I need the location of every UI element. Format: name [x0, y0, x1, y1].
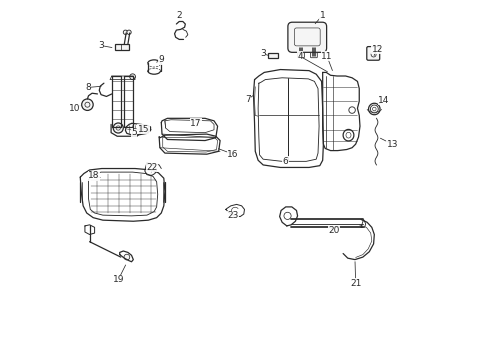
Text: 16: 16 [227, 150, 238, 159]
Text: 13: 13 [386, 140, 397, 149]
FancyBboxPatch shape [287, 22, 326, 52]
Text: 9: 9 [158, 55, 164, 64]
Text: 4: 4 [297, 52, 302, 61]
Text: 12: 12 [371, 45, 382, 54]
Text: 2: 2 [176, 10, 182, 19]
Circle shape [123, 30, 127, 35]
Text: 5: 5 [131, 128, 137, 137]
Circle shape [81, 99, 93, 111]
Circle shape [129, 74, 135, 80]
Text: 21: 21 [349, 279, 361, 288]
Text: 17: 17 [190, 119, 202, 128]
Text: 14: 14 [377, 96, 388, 105]
Text: 6: 6 [282, 157, 288, 166]
Text: 22: 22 [146, 163, 157, 172]
Bar [115, 44, 129, 50]
FancyBboxPatch shape [366, 46, 379, 60]
Text: 15: 15 [137, 125, 149, 134]
FancyBboxPatch shape [310, 53, 317, 58]
Circle shape [124, 254, 129, 260]
Text: 19: 19 [112, 275, 124, 284]
Text: 11: 11 [321, 52, 332, 61]
Text: 18: 18 [88, 171, 100, 180]
Text: 3: 3 [98, 41, 104, 50]
Text: 20: 20 [328, 226, 339, 235]
Text: 1: 1 [319, 10, 325, 19]
Circle shape [116, 126, 120, 130]
Text: 10: 10 [69, 104, 81, 113]
Text: 8: 8 [85, 83, 90, 92]
Text: 7: 7 [244, 95, 250, 104]
FancyBboxPatch shape [297, 53, 304, 58]
Circle shape [113, 123, 123, 133]
Circle shape [85, 102, 90, 107]
Text: 3: 3 [260, 49, 265, 58]
Bar [267, 53, 277, 58]
Text: 23: 23 [227, 211, 238, 220]
Circle shape [126, 30, 131, 35]
